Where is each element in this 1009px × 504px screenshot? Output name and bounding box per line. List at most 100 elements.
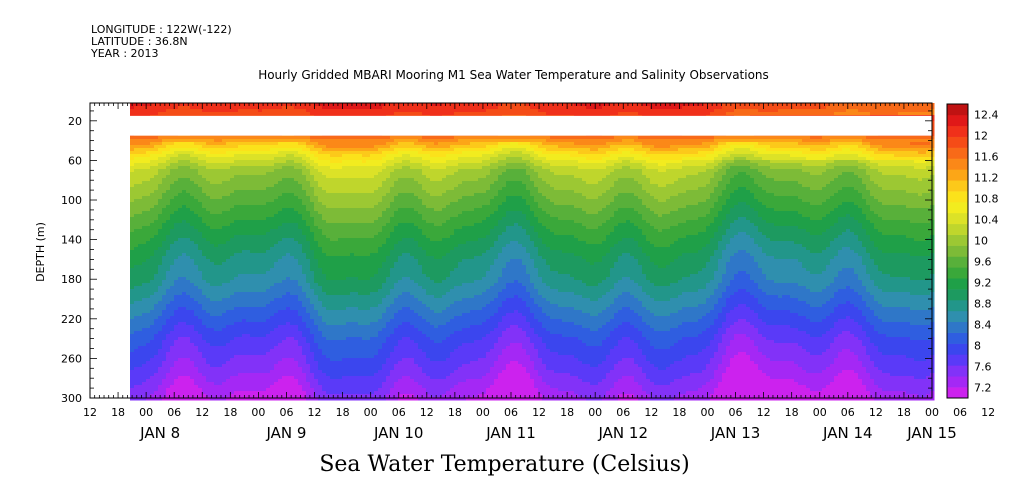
heatmap-cell bbox=[214, 346, 219, 350]
heatmap-cell bbox=[274, 208, 279, 212]
heatmap-cell bbox=[306, 340, 311, 344]
heatmap-cell bbox=[322, 187, 327, 191]
heatmap-cell bbox=[222, 142, 227, 146]
heatmap-cell bbox=[282, 310, 287, 314]
heatmap-cell bbox=[198, 211, 203, 215]
heatmap-cell bbox=[226, 169, 231, 173]
heatmap-cell bbox=[222, 166, 227, 170]
heatmap-cell bbox=[130, 175, 135, 179]
heatmap-cell bbox=[154, 307, 159, 311]
heatmap-cell bbox=[266, 214, 271, 218]
heatmap-cell bbox=[174, 238, 179, 242]
heatmap-cell bbox=[270, 157, 275, 161]
heatmap-cell bbox=[322, 382, 327, 386]
heatmap-cell bbox=[218, 334, 223, 338]
heatmap-cell bbox=[314, 109, 319, 113]
heatmap-cell bbox=[134, 190, 139, 194]
heatmap-cell bbox=[290, 316, 295, 320]
heatmap-cell bbox=[158, 361, 163, 365]
heatmap-cell bbox=[246, 289, 251, 293]
heatmap-cell bbox=[214, 367, 219, 371]
heatmap-cell bbox=[318, 280, 323, 284]
heatmap-cell bbox=[154, 217, 159, 221]
heatmap-cell bbox=[222, 139, 227, 143]
heatmap-cell bbox=[194, 205, 199, 209]
heatmap-cell bbox=[318, 331, 323, 335]
heatmap-cell bbox=[230, 178, 235, 182]
heatmap-cell bbox=[250, 229, 255, 233]
heatmap-cell bbox=[318, 277, 323, 281]
heatmap-cell bbox=[310, 229, 315, 233]
heatmap-cell bbox=[150, 385, 155, 389]
heatmap-cell bbox=[262, 382, 267, 386]
heatmap-cell bbox=[298, 340, 303, 344]
heatmap-cell bbox=[130, 211, 135, 215]
heatmap-cell bbox=[158, 136, 163, 140]
heatmap-cell bbox=[234, 268, 239, 272]
heatmap-cell bbox=[182, 148, 187, 152]
heatmap-cell bbox=[294, 373, 299, 377]
heatmap-cell bbox=[254, 256, 259, 260]
heatmap-cell bbox=[274, 283, 279, 287]
heatmap-cell bbox=[206, 208, 211, 212]
heatmap-cell bbox=[226, 373, 231, 377]
heatmap-cell bbox=[202, 178, 207, 182]
heatmap-cell bbox=[142, 373, 147, 377]
heatmap-cell bbox=[206, 325, 211, 329]
heatmap-cell bbox=[274, 349, 279, 353]
heatmap-cell bbox=[138, 169, 143, 173]
heatmap-cell bbox=[210, 166, 215, 170]
heatmap-cell bbox=[142, 139, 147, 143]
heatmap-cell bbox=[258, 358, 263, 362]
heatmap-cell bbox=[166, 283, 171, 287]
heatmap-cell bbox=[302, 271, 307, 275]
heatmap-cell bbox=[170, 190, 175, 194]
heatmap-cell bbox=[246, 364, 251, 368]
heatmap-cell bbox=[214, 385, 219, 389]
heatmap-cell bbox=[198, 367, 203, 371]
heatmap-cell bbox=[314, 385, 319, 389]
heatmap-cell bbox=[326, 232, 331, 236]
heatmap-cell bbox=[190, 385, 195, 389]
heatmap-cell bbox=[214, 220, 219, 224]
heatmap-cell bbox=[214, 166, 219, 170]
heatmap-cell bbox=[290, 163, 295, 167]
heatmap-cell bbox=[246, 319, 251, 323]
heatmap-cell bbox=[298, 256, 303, 260]
heatmap-cell bbox=[150, 337, 155, 341]
heatmap-cell bbox=[234, 151, 239, 155]
heatmap-cell bbox=[162, 343, 167, 347]
heatmap-cell bbox=[130, 241, 135, 245]
heatmap-cell bbox=[162, 391, 167, 395]
heatmap-cell bbox=[278, 367, 283, 371]
heatmap-cell bbox=[166, 172, 171, 176]
heatmap-cell bbox=[226, 232, 231, 236]
heatmap-cell bbox=[326, 157, 331, 161]
heatmap-cell bbox=[150, 247, 155, 251]
heatmap-cell bbox=[238, 103, 243, 107]
heatmap-cell bbox=[242, 379, 247, 383]
heatmap-cell bbox=[210, 370, 215, 374]
heatmap-cell bbox=[134, 172, 139, 176]
heatmap-cell bbox=[318, 238, 323, 242]
heatmap-cell bbox=[286, 325, 291, 329]
heatmap-cell bbox=[290, 286, 295, 290]
heatmap-cell bbox=[310, 265, 315, 269]
heatmap-cell bbox=[314, 172, 319, 176]
heatmap-cell bbox=[146, 379, 151, 383]
heatmap-cell bbox=[138, 268, 143, 272]
heatmap-cell bbox=[130, 310, 135, 314]
heatmap-cell bbox=[186, 367, 191, 371]
heatmap-cell bbox=[142, 340, 147, 344]
heatmap-cell bbox=[130, 274, 135, 278]
heatmap-cell bbox=[202, 280, 207, 284]
heatmap-cell bbox=[134, 202, 139, 206]
heatmap-cell bbox=[230, 214, 235, 218]
heatmap-cell bbox=[190, 244, 195, 248]
heatmap-cell bbox=[214, 154, 219, 158]
heatmap-cell bbox=[150, 370, 155, 374]
heatmap-cell bbox=[314, 295, 319, 299]
heatmap-cell bbox=[310, 394, 315, 398]
heatmap-cell bbox=[322, 241, 327, 245]
heatmap-cell bbox=[206, 196, 211, 200]
